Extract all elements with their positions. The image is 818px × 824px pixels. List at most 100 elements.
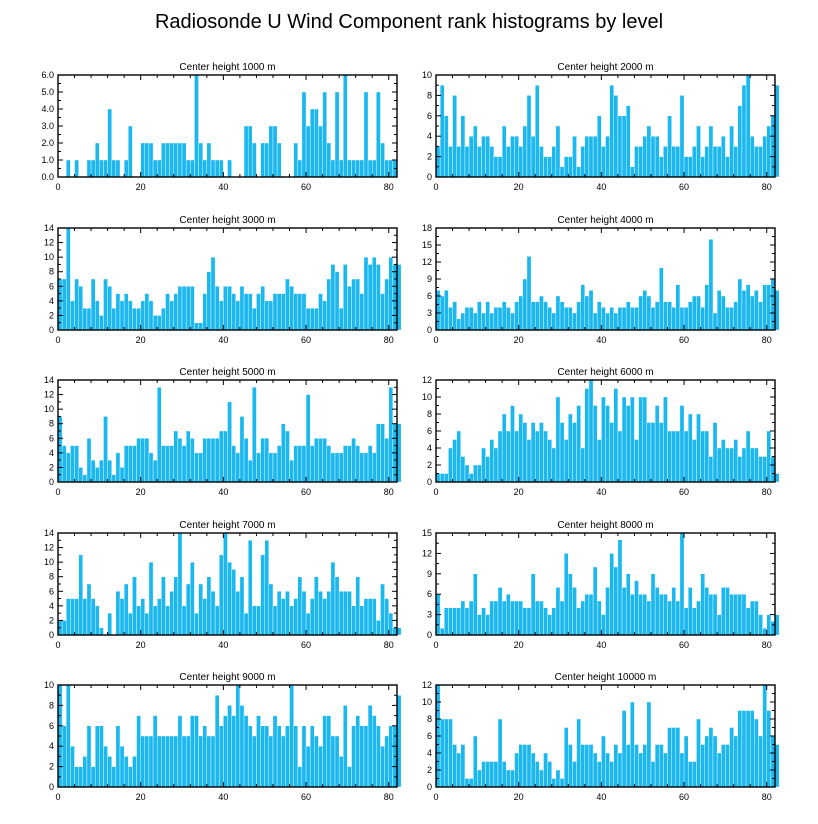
histogram-bar xyxy=(473,735,478,788)
histogram-bar xyxy=(692,607,697,636)
histogram-bar xyxy=(173,293,179,331)
histogram-bar xyxy=(708,125,714,178)
histogram-bar xyxy=(621,710,627,788)
histogram-bar xyxy=(448,607,453,636)
histogram-bar xyxy=(551,778,557,788)
histogram-bar xyxy=(592,312,598,331)
histogram-bar xyxy=(518,600,524,636)
histogram-bar xyxy=(547,307,552,331)
histogram-bar xyxy=(148,300,154,331)
histogram-bar xyxy=(464,464,470,483)
x-tick-label: 80 xyxy=(762,640,772,650)
histogram-bar xyxy=(384,598,389,636)
histogram-bar xyxy=(202,159,208,178)
histogram-bar xyxy=(177,715,183,788)
x-tick-label: 20 xyxy=(136,182,146,192)
histogram-bar xyxy=(210,438,216,483)
histogram-bar xyxy=(347,445,352,483)
histogram-bar xyxy=(721,587,726,636)
histogram-bar xyxy=(198,583,203,636)
histogram-bar xyxy=(493,156,499,178)
histogram-bar xyxy=(185,286,191,331)
histogram-bar xyxy=(526,95,532,178)
histogram-bar xyxy=(260,142,265,178)
histogram-bar xyxy=(326,445,332,483)
histogram-bar xyxy=(452,744,457,788)
histogram-bar xyxy=(510,600,515,636)
histogram-bar xyxy=(380,583,385,636)
histogram-bar xyxy=(675,600,681,636)
histogram-bar xyxy=(363,598,369,636)
histogram-bar xyxy=(239,705,245,788)
histogram-bar xyxy=(66,227,71,331)
histogram-bar xyxy=(609,553,614,636)
histogram-bar xyxy=(95,725,100,788)
y-tick-label: 4 xyxy=(427,131,432,141)
histogram-bar xyxy=(464,607,470,636)
histogram-bar xyxy=(493,447,499,483)
histogram-bar xyxy=(518,413,524,483)
histogram-bar xyxy=(301,591,307,636)
histogram-bar xyxy=(621,587,627,636)
histogram-bar xyxy=(276,725,282,788)
histogram-bar xyxy=(376,725,381,788)
histogram-bar xyxy=(140,142,146,178)
histogram-bar xyxy=(555,125,561,178)
y-tick-label: 10 xyxy=(44,252,54,262)
histogram-bar xyxy=(206,576,212,636)
histogram-bar xyxy=(330,561,336,636)
histogram-bar xyxy=(576,166,581,178)
histogram-bar xyxy=(696,295,701,331)
histogram-bar xyxy=(601,735,606,788)
histogram-bar xyxy=(555,769,561,788)
histogram-bar xyxy=(754,600,759,636)
histogram-bar xyxy=(243,125,249,178)
histogram-bar xyxy=(214,605,220,636)
histogram-bar xyxy=(322,300,327,331)
y-tick-label: 6 xyxy=(427,589,432,599)
y-tick-label: 8 xyxy=(427,409,432,419)
histogram-bar xyxy=(741,594,747,636)
histogram-bar xyxy=(243,612,249,636)
histogram-bar xyxy=(227,401,232,483)
histogram-bar xyxy=(642,744,648,788)
histogram-bar xyxy=(613,312,619,331)
histogram-bar xyxy=(74,278,79,331)
histogram-bar xyxy=(86,159,92,178)
y-tick-label: 12 xyxy=(44,238,54,248)
histogram-bar xyxy=(650,307,656,331)
histogram-bar xyxy=(638,396,643,483)
histogram-bar xyxy=(384,278,389,331)
histogram-bar xyxy=(107,756,112,788)
histogram-bar xyxy=(551,312,557,331)
x-tick-label: 40 xyxy=(218,792,228,802)
histogram-bar xyxy=(247,540,253,636)
histogram-bar xyxy=(597,301,602,331)
histogram-bar xyxy=(202,293,208,331)
x-tick-label: 20 xyxy=(514,182,524,192)
y-tick-label: 6 xyxy=(49,433,54,443)
histogram-bar xyxy=(725,744,730,788)
histogram-bar xyxy=(514,752,519,788)
histogram-bar xyxy=(351,438,356,483)
histogram-bar xyxy=(621,396,627,483)
histogram-bar xyxy=(219,430,224,483)
histogram-bar xyxy=(210,256,216,331)
panel-title: Center height 10000 m xyxy=(555,672,657,683)
histogram-bar xyxy=(439,473,445,483)
histogram-bar xyxy=(264,438,270,483)
histogram-bar xyxy=(78,286,84,331)
histogram-bar xyxy=(103,416,108,483)
histogram-bar xyxy=(95,605,100,636)
histogram-bar xyxy=(506,146,511,178)
histogram-bar xyxy=(456,318,462,331)
histogram-bar xyxy=(219,554,224,636)
histogram-bar xyxy=(140,300,146,331)
y-tick-label: 6 xyxy=(427,111,432,121)
histogram-bar xyxy=(206,438,212,483)
histogram-bar xyxy=(185,583,191,636)
histogram-bar xyxy=(712,312,718,331)
histogram-bar xyxy=(173,430,179,483)
histogram-bar xyxy=(522,278,528,331)
histogram-bar xyxy=(351,725,356,788)
